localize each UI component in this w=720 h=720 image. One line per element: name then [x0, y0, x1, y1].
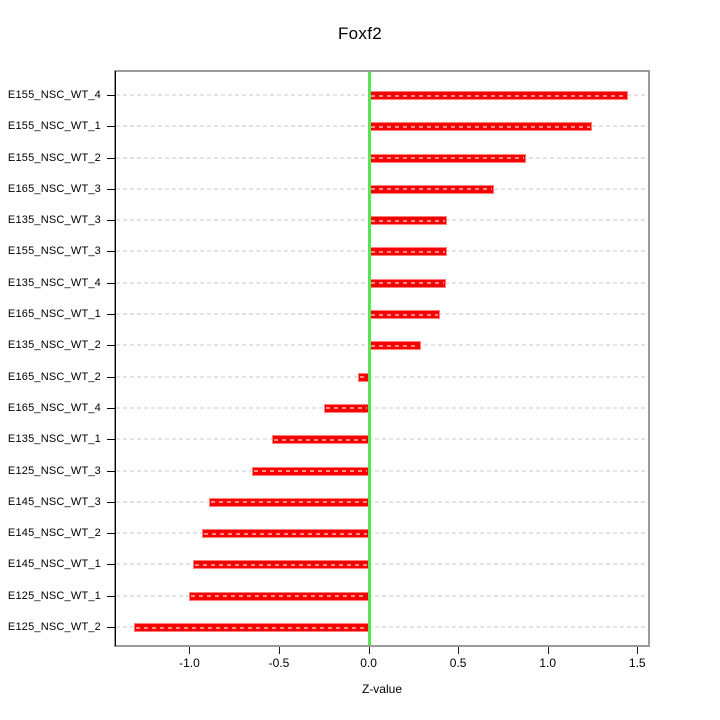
category-label: E145_NSC_WT_3	[7, 495, 101, 508]
category-label: E145_NSC_WT_1	[7, 558, 101, 571]
gridline	[116, 406, 648, 409]
y-axis-tick	[107, 314, 115, 316]
chart-title: Foxf2	[337, 24, 383, 43]
bar	[368, 341, 421, 351]
y-axis-tick	[107, 345, 115, 347]
y-axis-tick	[107, 282, 115, 284]
bar-dash-texture	[359, 376, 367, 379]
category-label: E155_NSC_WT_2	[7, 151, 101, 164]
bar-dash-texture	[370, 125, 591, 128]
bar	[209, 497, 369, 507]
x-axis-tick	[189, 647, 191, 654]
bar	[271, 435, 369, 445]
bar-dash-texture	[370, 313, 439, 316]
category-label: E135_NSC_WT_2	[7, 339, 101, 352]
category-label: E125_NSC_WT_3	[7, 464, 101, 477]
category-label: E155_NSC_WT_1	[7, 120, 101, 133]
gridline	[116, 594, 648, 597]
bar-dash-texture	[211, 501, 367, 504]
bar-dash-texture	[203, 532, 367, 535]
y-axis-tick	[107, 470, 115, 472]
gridline	[116, 532, 648, 535]
category-label: E135_NSC_WT_4	[7, 276, 101, 289]
gridline	[116, 626, 648, 628]
bar-dash-texture	[273, 438, 367, 441]
y-axis-tick	[107, 95, 115, 96]
x-axis-tick	[458, 647, 460, 654]
x-axis-tick	[368, 647, 370, 654]
category-label: E125_NSC_WT_1	[7, 589, 101, 602]
bar-dash-texture	[195, 563, 367, 566]
gridline	[116, 375, 648, 378]
category-label: E155_NSC_WT_4	[7, 89, 101, 101]
bar-dash-texture	[191, 595, 367, 598]
bar	[252, 466, 369, 476]
gridline	[116, 500, 648, 503]
category-label: E125_NSC_WT_2	[7, 621, 101, 633]
y-axis-tick	[107, 439, 115, 441]
category-label: E135_NSC_WT_1	[7, 433, 101, 446]
bar-dash-texture	[370, 188, 492, 191]
bar	[368, 278, 446, 288]
y-axis-tick	[107, 376, 115, 378]
y-axis-tick	[107, 595, 115, 597]
gridline	[116, 438, 648, 441]
x-axis-tick	[279, 647, 280, 654]
y-axis-tick	[107, 126, 115, 128]
x-tick-label: -0.5	[268, 656, 290, 670]
bar-dash-texture	[370, 344, 419, 347]
x-tick-label: 0.5	[449, 656, 467, 670]
category-label: E165_NSC_WT_4	[7, 401, 101, 414]
x-tick-label: 1.5	[628, 656, 646, 670]
bar-dash-texture	[370, 250, 446, 253]
x-axis-tick	[637, 647, 639, 654]
bar	[368, 153, 527, 163]
x-tick-label: 1.0	[539, 656, 557, 670]
bar	[368, 184, 494, 194]
bar	[368, 310, 441, 320]
gridline	[116, 563, 648, 566]
zero-value-line	[367, 72, 371, 645]
y-axis-tick	[107, 533, 115, 535]
x-axis-tick	[547, 647, 549, 654]
category-label: E145_NSC_WT_2	[7, 527, 101, 540]
category-label: E165_NSC_WT_3	[7, 182, 101, 195]
category-label: E165_NSC_WT_2	[7, 370, 101, 383]
y-axis-tick	[107, 251, 115, 253]
bar-dash-texture	[370, 282, 444, 285]
bar	[368, 216, 448, 226]
x-tick-label: 0.0	[360, 656, 377, 670]
bar	[323, 403, 369, 413]
bar-dash-texture	[370, 219, 446, 222]
gridline	[116, 469, 648, 472]
bar-dash-texture	[370, 157, 525, 160]
category-label: E135_NSC_WT_3	[7, 214, 101, 227]
y-axis-line	[115, 71, 116, 646]
bar	[133, 623, 369, 632]
y-axis-tick	[107, 157, 115, 159]
bar	[368, 91, 629, 100]
bar	[368, 247, 448, 257]
bar	[368, 122, 593, 132]
bar-dash-texture	[135, 626, 367, 629]
category-label: E155_NSC_WT_3	[7, 245, 101, 258]
category-label: E165_NSC_WT_1	[7, 308, 101, 321]
y-axis-tick	[107, 501, 115, 503]
x-axis-title: Z-value	[361, 682, 402, 696]
bar-dash-texture	[325, 407, 367, 410]
bar	[201, 529, 369, 539]
x-tick-label: -1.0	[179, 656, 200, 670]
y-axis-tick	[107, 220, 115, 222]
y-axis-tick	[107, 407, 115, 409]
y-axis-tick	[107, 627, 115, 628]
plot-area: E155_NSC_WT_4 E155_NSC_WT_1 E155_NSC_WT_2 E…	[8, 70, 650, 670]
bar-dash-texture	[254, 470, 367, 473]
bar	[189, 591, 369, 601]
y-axis-tick	[107, 564, 115, 566]
y-axis-tick	[107, 188, 115, 190]
bar-dash-texture	[370, 94, 627, 97]
bar	[193, 560, 369, 570]
